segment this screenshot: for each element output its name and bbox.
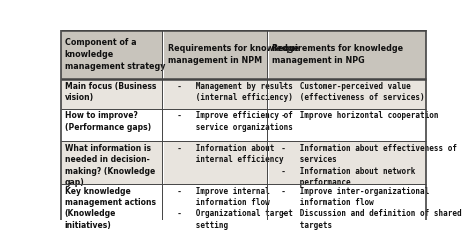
Text: -   Management by results
      (internal efficiency): - Management by results (internal effici… bbox=[168, 82, 292, 103]
Text: How to improve?
(Performance gaps): How to improve? (Performance gaps) bbox=[65, 111, 151, 132]
Bar bbox=[164, 141, 267, 184]
Bar bbox=[61, 30, 162, 79]
Text: -   Improve inter-organizational
      information flow
  -   Discussion and def: - Improve inter-organizational informati… bbox=[272, 186, 462, 230]
Bar bbox=[61, 109, 162, 141]
Text: -   Improve internal
      information flow
  -   Organizational target
      se: - Improve internal information flow - Or… bbox=[168, 186, 292, 230]
Bar bbox=[164, 184, 267, 220]
Bar bbox=[164, 79, 267, 109]
Bar bbox=[269, 141, 426, 184]
Text: -   Information about effectiveness of
      services
  -   Information about ne: - Information about effectiveness of ser… bbox=[272, 144, 457, 187]
Text: Requirements for knowledge
management in NPM: Requirements for knowledge management in… bbox=[168, 44, 299, 65]
Bar bbox=[164, 30, 267, 79]
Text: Component of a
knowledge
management strategy: Component of a knowledge management stra… bbox=[65, 38, 165, 71]
Text: -   Customer-perceived value
      (effectiveness of services): - Customer-perceived value (effectivenes… bbox=[272, 82, 425, 103]
Text: Key knowledge
management actions
(Knowledge
initiatives): Key knowledge management actions (Knowle… bbox=[65, 186, 156, 230]
Text: What information is
needed in decision-
making? (Knowledge
gap): What information is needed in decision- … bbox=[65, 144, 155, 187]
Bar bbox=[269, 79, 426, 109]
Bar bbox=[164, 109, 267, 141]
Bar bbox=[269, 184, 426, 220]
Bar bbox=[269, 30, 426, 79]
Text: -   Improve efficiency of
      service organizations: - Improve efficiency of service organiza… bbox=[168, 111, 292, 132]
Text: -   Improve horizontal cooperation: - Improve horizontal cooperation bbox=[272, 111, 439, 121]
Bar bbox=[61, 141, 162, 184]
Bar bbox=[61, 184, 162, 220]
Text: -   Information about
      internal efficiency: - Information about internal efficiency bbox=[168, 144, 283, 164]
Text: Main focus (Business
vision): Main focus (Business vision) bbox=[65, 82, 156, 103]
Text: Requirements for knowledge
management in NPG: Requirements for knowledge management in… bbox=[272, 44, 403, 65]
Bar bbox=[269, 109, 426, 141]
Bar bbox=[61, 79, 162, 109]
